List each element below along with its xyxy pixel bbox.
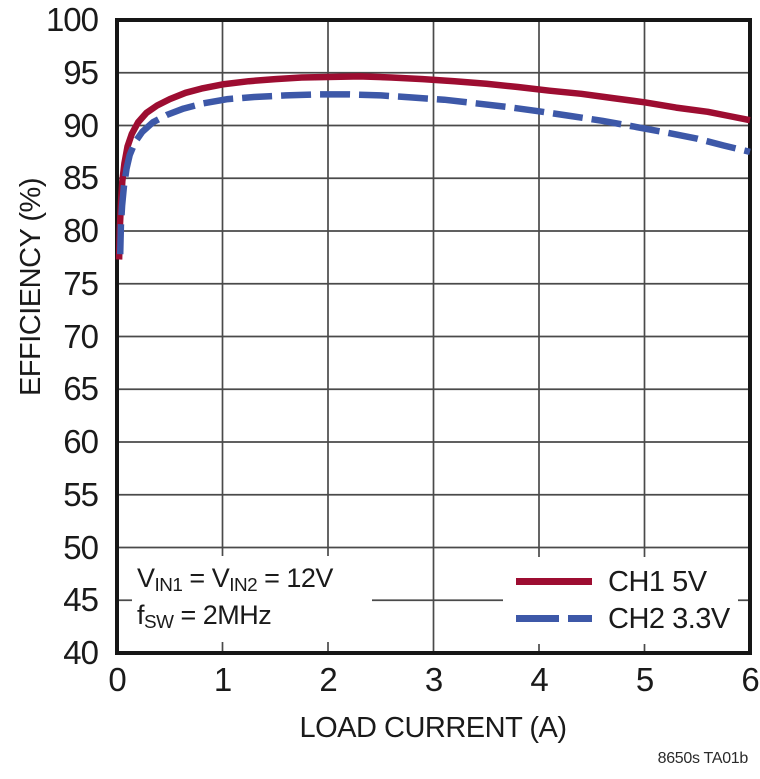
x-tick-label: 5 [635, 661, 654, 698]
x-tick-label: 1 [213, 661, 232, 698]
y-tick-label: 50 [63, 528, 99, 566]
annotation-line: fSW = 2MHz [137, 598, 272, 634]
annotation-text: = V [182, 563, 230, 593]
y-tick-label: 40 [63, 634, 99, 671]
annotation-text: = 2MHz [173, 600, 272, 630]
y-tick-label: 75 [63, 264, 99, 302]
legend-backdrop [503, 557, 738, 644]
legend-label-ch1: CH1 5V [608, 566, 707, 598]
y-tick-label: 80 [63, 212, 99, 249]
x-tick-label: 6 [741, 661, 759, 698]
y-tick-label: 55 [63, 475, 99, 513]
y-tick-label: 95 [63, 53, 99, 91]
annotation-subscript: IN2 [229, 575, 258, 597]
y-tick-label: 60 [63, 423, 99, 460]
y-tick-label: 100 [45, 1, 99, 38]
annotation-line: VIN1 = VIN2 = 12V [137, 561, 333, 597]
figure-reference: 8650s TA01b [657, 750, 749, 767]
annotation-text: f [137, 600, 145, 630]
series-curve-ch1-5v [115, 73, 751, 260]
annotation-subscript: IN1 [154, 575, 183, 597]
y-tick-label: 45 [63, 581, 99, 619]
annotation-text: V [137, 563, 155, 593]
x-tick-label: 0 [108, 661, 126, 698]
x-tick-label: 2 [319, 661, 337, 698]
y-tick-label: 70 [63, 317, 99, 355]
x-tick-label: 4 [530, 661, 548, 698]
annotation-backdrop [132, 556, 372, 642]
plot-border [115, 18, 752, 655]
y-tick-label: 85 [63, 159, 99, 197]
x-axis-title: LOAD CURRENT (A) [299, 712, 568, 744]
annotation-text: = 12V [257, 563, 333, 593]
legend-label-ch2: CH2 3.3V [608, 603, 730, 635]
annotation-subscript: SW [144, 612, 174, 634]
y-tick-label: 90 [63, 106, 99, 144]
y-tick-label: 65 [63, 370, 99, 408]
series-curve-ch2-3-3v [116, 91, 751, 255]
x-tick-label: 3 [424, 661, 443, 698]
